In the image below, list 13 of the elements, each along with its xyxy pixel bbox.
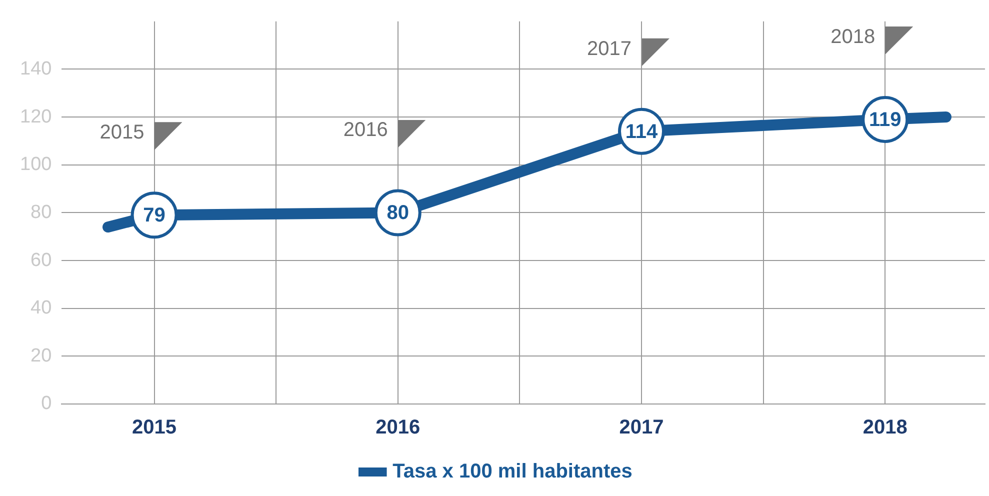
x-tick-label: 2015 xyxy=(132,416,177,439)
data-label: 80 xyxy=(386,202,410,224)
annotation: 2016 xyxy=(343,119,388,142)
annotation: 2015 xyxy=(100,122,144,144)
x-tick-label: 2016 xyxy=(376,416,420,439)
data-label: 114 xyxy=(625,120,659,143)
data-label: 79 xyxy=(143,204,166,227)
x-tick-label: 2018 xyxy=(862,416,908,439)
legend-label: Tasa x 100 mil habitantes xyxy=(392,460,632,483)
annotation: 2018 xyxy=(830,26,876,48)
data-label: 119 xyxy=(868,108,902,131)
x-tick-label: 2017 xyxy=(619,416,664,439)
annotation: 2017 xyxy=(587,38,632,60)
